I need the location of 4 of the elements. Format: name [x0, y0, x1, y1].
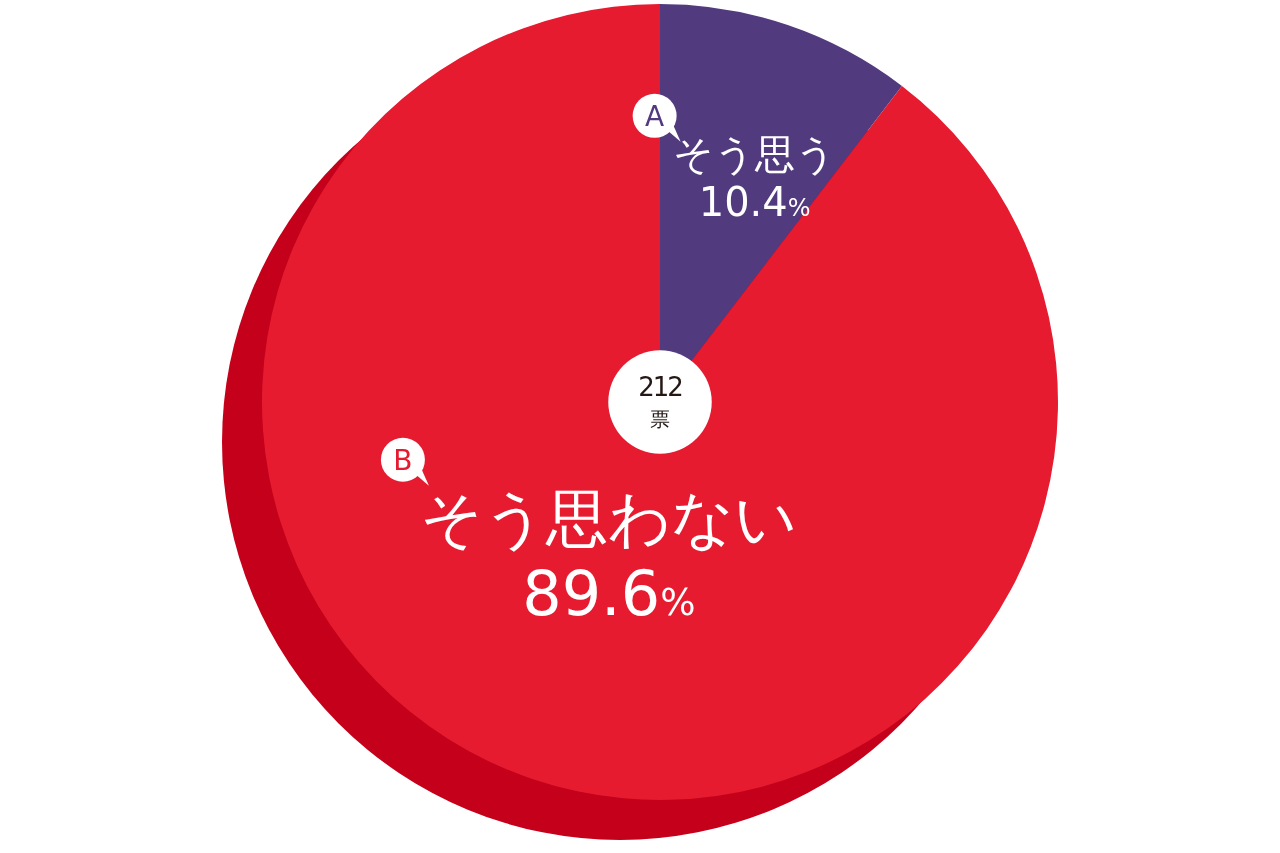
text: 票	[650, 407, 670, 431]
data-label: 89.6%	[522, 556, 696, 630]
text: 212	[638, 372, 682, 402]
data-label: 10.4%	[698, 178, 811, 225]
